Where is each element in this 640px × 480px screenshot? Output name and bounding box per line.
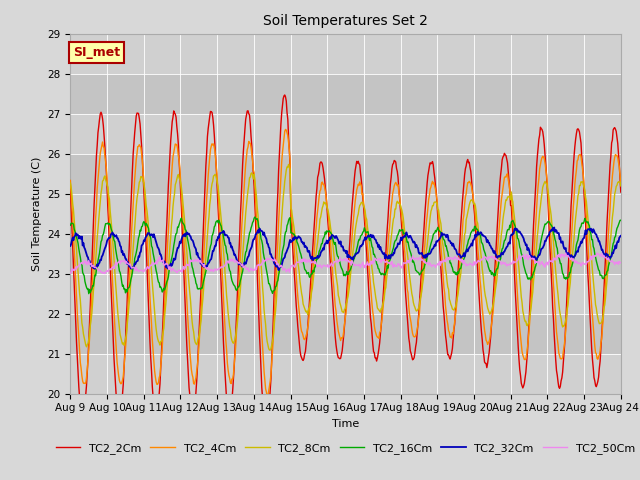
Bar [70,114,621,154]
Y-axis label: Soil Temperature (C): Soil Temperature (C) [32,156,42,271]
Legend: TC2_2Cm, TC2_4Cm, TC2_8Cm, TC2_16Cm, TC2_32Cm, TC2_50Cm: TC2_2Cm, TC2_4Cm, TC2_8Cm, TC2_16Cm, TC2… [51,438,640,458]
X-axis label: Time: Time [332,419,359,429]
Bar [70,154,621,193]
Bar [70,234,621,274]
Bar [70,274,621,313]
Bar [70,73,621,114]
Bar [70,313,621,354]
Text: SI_met: SI_met [73,46,120,59]
Bar [70,34,621,73]
Bar [70,354,621,394]
Title: Soil Temperatures Set 2: Soil Temperatures Set 2 [263,14,428,28]
Bar [70,193,621,234]
